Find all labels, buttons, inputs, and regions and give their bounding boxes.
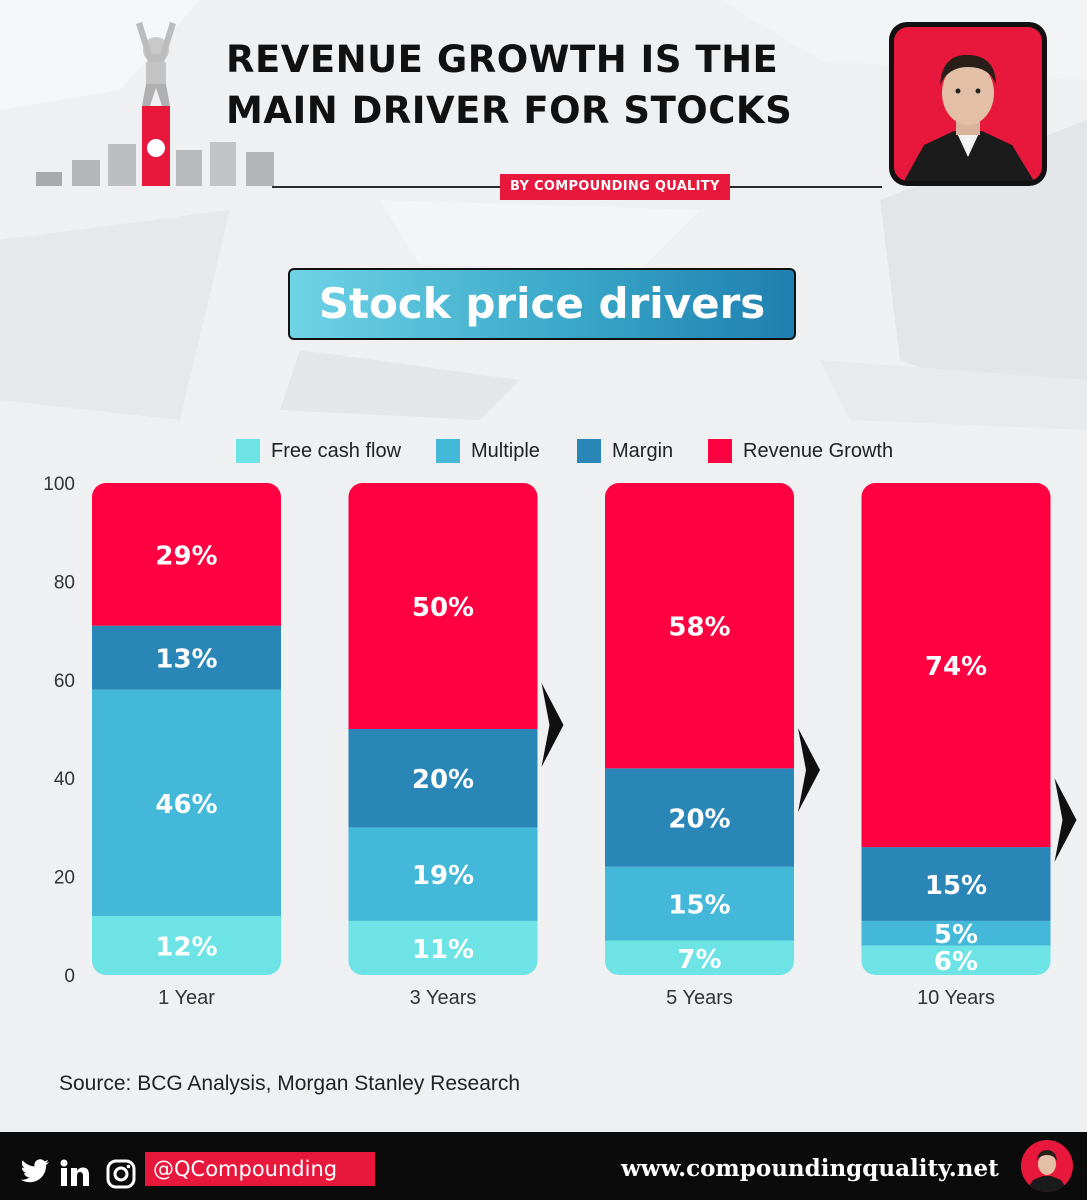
headline: REVENUE GROWTH IS THE MAIN DRIVER FOR ST…: [226, 34, 886, 136]
x-tick-label: 5 Years: [666, 987, 733, 1009]
byline-badge: BY COMPOUNDING QUALITY: [500, 174, 730, 200]
legend-swatch: [436, 439, 460, 463]
data-label: 19%: [412, 861, 474, 891]
data-label: 7%: [677, 945, 721, 975]
stacked-bar-chart: Free cash flow Multiple Margin Revenue Grow…: [43, 439, 1077, 1009]
data-label: 74%: [925, 652, 987, 682]
headline-line-1: REVENUE GROWTH IS THE: [226, 38, 779, 81]
linkedin-icon[interactable]: [60, 1159, 90, 1187]
background-pattern: [880, 120, 1087, 430]
bar-segment: [92, 625, 281, 690]
bar-segment: [861, 483, 1051, 848]
legend-label: Multiple: [471, 440, 540, 462]
bar-segment: [605, 940, 794, 975]
y-tick-label: 20: [54, 868, 75, 889]
author-portrait-small-icon: [1025, 1150, 1069, 1192]
data-label: 50%: [412, 593, 474, 623]
bar-segment: [92, 689, 281, 916]
bar-segment: [605, 866, 794, 941]
chevron-right-icon: [798, 728, 820, 812]
y-tick-label: 80: [54, 572, 75, 593]
legend-label: Margin: [612, 440, 673, 462]
bar-segment: [348, 920, 538, 975]
bar-segment: [861, 945, 1051, 975]
y-tick-label: 100: [43, 474, 75, 495]
data-label: 6%: [934, 947, 978, 977]
data-label: 20%: [412, 765, 474, 795]
author-portrait-icon: [904, 54, 1034, 181]
y-tick-label: 0: [64, 966, 75, 987]
headline-line-2: MAIN DRIVER FOR STOCKS: [226, 89, 793, 132]
x-tick-label: 3 Years: [410, 987, 477, 1009]
twitter-icon[interactable]: [20, 1159, 50, 1185]
data-label: 13%: [155, 645, 217, 675]
footer-avatar: [1021, 1140, 1073, 1192]
data-label: 5%: [934, 920, 978, 950]
bar-segment: [92, 483, 281, 626]
data-label: 15%: [925, 871, 987, 901]
legend-label: Free cash flow: [271, 440, 402, 462]
x-tick-label: 10 Years: [917, 987, 995, 1009]
legend-swatch: [708, 439, 732, 463]
x-tick-label: 1 Year: [158, 987, 215, 1009]
website-link[interactable]: www.compoundingquality.net: [621, 1155, 999, 1182]
data-label: 12%: [155, 932, 217, 962]
data-label: 58%: [668, 613, 730, 643]
legend-swatch: [577, 439, 601, 463]
y-tick-label: 40: [54, 769, 75, 790]
instagram-icon[interactable]: [106, 1159, 136, 1189]
data-label: 46%: [155, 790, 217, 820]
bar-segment: [348, 729, 538, 828]
bar-segment: [605, 483, 794, 769]
bar-segment: [92, 915, 281, 975]
data-label: 15%: [668, 891, 730, 921]
legend-label: Revenue Growth: [743, 440, 893, 462]
bar-segment: [348, 827, 538, 921]
data-label: 29%: [155, 541, 217, 571]
chart-title: Stock price drivers: [288, 268, 796, 340]
chevron-right-icon: [541, 683, 564, 767]
data-label: 11%: [412, 935, 474, 965]
podium-logo-illustration: [36, 22, 274, 186]
bar-segment: [861, 920, 1051, 946]
bar-segment: [861, 847, 1051, 921]
social-handle[interactable]: @QCompounding: [145, 1152, 375, 1186]
y-tick-label: 60: [54, 671, 75, 692]
source-note: Source: BCG Analysis, Morgan Stanley Res…: [59, 1072, 521, 1095]
data-label: 20%: [668, 805, 730, 835]
chevron-right-icon: [1054, 778, 1077, 862]
bar-segment: [605, 768, 794, 867]
legend-swatch: [236, 439, 260, 463]
bar-segment: [348, 483, 538, 729]
author-avatar: [889, 22, 1047, 186]
